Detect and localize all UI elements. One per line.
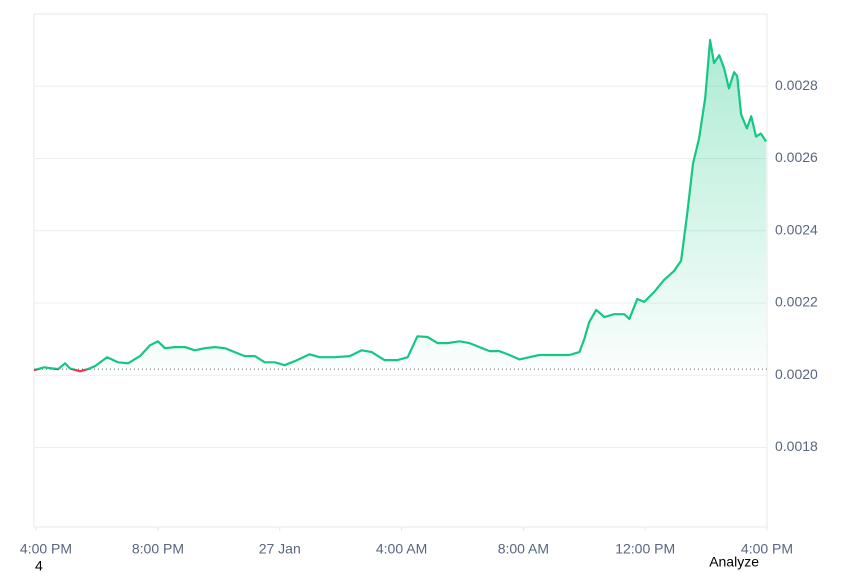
price-area [34, 40, 767, 372]
x-tick-label: 27 Jan [259, 541, 301, 557]
x-tick-label: 4:00 AM [376, 541, 427, 557]
x-tick-label: 4:00 PM [20, 541, 72, 557]
y-tick-label: 0.0026 [775, 149, 818, 165]
plot-frame [33, 13, 768, 528]
x-tick-label: 8:00 AM [498, 541, 549, 557]
y-tick-label: 0.0028 [775, 77, 818, 93]
y-tick-label: 0.0022 [775, 294, 818, 310]
x-tick-label: 4:00 PM [741, 541, 793, 557]
analyze-button[interactable]: Analyze [709, 554, 759, 570]
price-line [33, 38, 768, 373]
x-tick-label: 8:00 PM [132, 541, 184, 557]
x-tick-label: 12:00 PM [615, 541, 675, 557]
y-tick-label: 0.0018 [775, 438, 818, 454]
footer-left: 4 [35, 558, 43, 573]
y-tick-label: 0.0024 [775, 221, 818, 237]
y-tick-label: 0.0020 [775, 366, 818, 382]
